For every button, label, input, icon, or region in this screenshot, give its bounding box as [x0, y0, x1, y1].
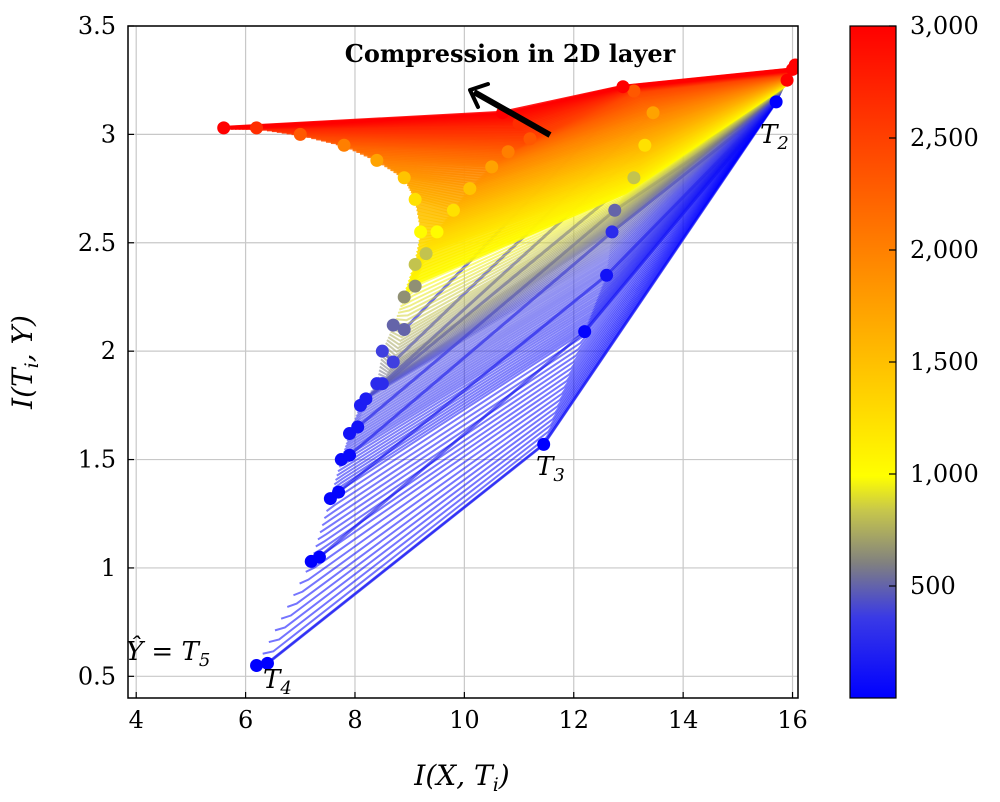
- plot-frame: [127, 25, 799, 699]
- y-tick-label: 3: [101, 120, 116, 148]
- y-axis-ticks: 0.5 1 1.5 2 2.5 3 3.5: [78, 12, 134, 690]
- layer-point-t4: [430, 225, 444, 239]
- layer-point-t5: [408, 192, 422, 206]
- layer-point-t3: [638, 138, 652, 152]
- layer-point-t5: [397, 290, 411, 304]
- y-axis-label: I(Ti, Y): [6, 315, 43, 410]
- layer-point-t4: [386, 355, 400, 369]
- layer-point-t4: [260, 656, 274, 670]
- epoch-fan-line: [319, 98, 779, 534]
- y-tick-label: 3.5: [78, 12, 116, 40]
- compression-annotation: Compression in 2D layer: [345, 39, 676, 68]
- y-tick-label: 2.5: [78, 229, 116, 257]
- layer-point-t2: [780, 73, 794, 87]
- layer-point-t4: [523, 132, 537, 146]
- layer-point-t4: [501, 145, 515, 159]
- compression-arrow: [468, 82, 552, 138]
- x-tick-label: 16: [777, 706, 808, 734]
- label-t5: Ŷ = T5: [126, 635, 210, 671]
- layer-point-t5: [250, 121, 264, 135]
- x-tick-label: 8: [347, 706, 362, 734]
- layer-point-t5: [386, 318, 400, 332]
- layer-point-t5: [397, 171, 411, 185]
- layer-point-t3: [627, 171, 641, 185]
- colorbar-tick-label: 1,000: [910, 460, 979, 488]
- x-axis-ticks: 4 6 8 10 12 14 16: [129, 692, 808, 734]
- y-tick-label: 1: [101, 554, 116, 582]
- layer-point-t4: [408, 279, 422, 293]
- x-tick-label: 12: [558, 706, 589, 734]
- layer-point-t5: [414, 225, 428, 239]
- layer-point-t3: [616, 80, 630, 94]
- layer-point-t5: [375, 344, 389, 358]
- epoch-fan-line: [315, 99, 779, 548]
- epoch-fan-line: [325, 97, 779, 512]
- layer-point-t5: [337, 138, 351, 152]
- layer-point-t4: [359, 392, 373, 406]
- y-tick-label: 1.5: [78, 446, 116, 474]
- layer-point-t4: [375, 377, 389, 391]
- layer-point-t4: [351, 420, 365, 434]
- layer-point-t5: [250, 658, 264, 672]
- colorbar: [849, 25, 897, 699]
- layer-point-t3: [578, 325, 592, 339]
- y-tick-label: 0.5: [78, 662, 116, 690]
- layer-point-t4: [332, 485, 346, 499]
- epoch-fan-line: [223, 67, 793, 130]
- epoch-fan-line: [317, 98, 779, 541]
- x-tick-label: 10: [449, 706, 480, 734]
- layer-point-t3: [608, 203, 622, 217]
- colorbar-tick-label: 3,000: [910, 12, 979, 40]
- colorbar-tick-label: 2,500: [910, 124, 979, 152]
- layer-point-t4: [312, 550, 326, 564]
- layer-point-t4: [446, 203, 460, 217]
- layer-point-t4: [485, 160, 499, 174]
- epoch-fan-line: [323, 98, 779, 520]
- layer-point-t2: [788, 58, 798, 72]
- colorbar-tick-label: 500: [910, 572, 956, 600]
- training-fan: [223, 67, 793, 667]
- layer-point-t4: [397, 322, 411, 336]
- x-axis-label: I(X, Ti): [413, 759, 509, 796]
- colorbar-ticks: 500 1,000 1,500 2,000 2,500 3,000: [889, 12, 979, 600]
- label-t2: T2: [760, 120, 789, 154]
- layer-point-t3: [627, 84, 641, 98]
- x-tick-label: 4: [129, 706, 144, 734]
- layer-point-t3: [600, 268, 614, 282]
- x-tick-label: 6: [238, 706, 253, 734]
- layer-point-t5: [408, 257, 422, 271]
- x-tick-label: 14: [668, 706, 699, 734]
- layer-point-t4: [419, 247, 433, 261]
- layer-point-t2: [769, 95, 783, 109]
- y-tick-label: 2: [101, 337, 116, 365]
- epoch-fan-line: [321, 98, 779, 527]
- layer-point-t3: [605, 225, 619, 239]
- colorbar-tick-label: 1,500: [910, 348, 979, 376]
- layer-point-t3: [537, 437, 551, 451]
- colorbar-tick-label: 2,000: [910, 236, 979, 264]
- layer-point-t5: [293, 127, 307, 141]
- layer-point-t4: [343, 448, 357, 462]
- layer-point-t5: [217, 121, 231, 135]
- layer-point-t4: [463, 182, 477, 196]
- layer-point-t5: [370, 153, 384, 167]
- layer-point-t3: [646, 106, 660, 120]
